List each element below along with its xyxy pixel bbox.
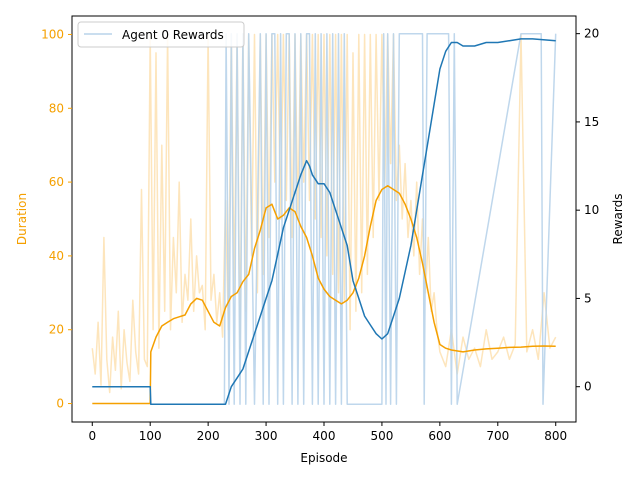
x-tick-label: 0 bbox=[88, 429, 96, 443]
left-y-axis-label: Duration bbox=[15, 193, 29, 245]
x-tick-label: 700 bbox=[486, 429, 509, 443]
legend: Agent 0 Rewards bbox=[77, 21, 245, 48]
series-layer bbox=[91, 32, 557, 406]
left-y-tick-label: 60 bbox=[49, 175, 64, 189]
x-tick-label: 400 bbox=[313, 429, 336, 443]
right-y-tick-label: 0 bbox=[584, 380, 592, 394]
left-y-tick-label: 100 bbox=[41, 27, 64, 41]
right-y-tick-label: 5 bbox=[584, 291, 592, 305]
x-tick-label: 300 bbox=[255, 429, 278, 443]
legend-box bbox=[77, 21, 245, 48]
x-tick-label: 800 bbox=[544, 429, 567, 443]
right-y-axis: 0 5 10 15 20 bbox=[576, 27, 599, 394]
x-axis-label: Episode bbox=[300, 451, 347, 465]
left-y-tick-label: 80 bbox=[49, 101, 64, 115]
series-line-rewards-raw bbox=[92, 32, 557, 406]
legend-label-agent-0-rewards: Agent 0 Rewards bbox=[122, 28, 224, 42]
right-y-tick-label: 15 bbox=[584, 115, 599, 129]
x-tick-label: 100 bbox=[139, 429, 162, 443]
right-y-tick-label: 20 bbox=[584, 27, 599, 41]
left-y-tick-label: 0 bbox=[56, 397, 64, 411]
series-line-rewards-smoothed bbox=[92, 38, 556, 406]
right-y-axis-label: Rewards bbox=[611, 194, 625, 245]
series-line-duration-smoothed bbox=[92, 185, 556, 405]
x-tick-label: 600 bbox=[428, 429, 451, 443]
right-y-tick-label: 10 bbox=[584, 203, 599, 217]
left-y-axis: 0 20 40 60 80 100 bbox=[41, 27, 72, 411]
x-tick-label: 500 bbox=[370, 429, 393, 443]
x-tick-label: 200 bbox=[197, 429, 220, 443]
left-y-tick-label: 40 bbox=[49, 249, 64, 263]
left-y-tick-label: 20 bbox=[49, 323, 64, 337]
x-axis: 0 100 200 300 400 500 600 700 800 bbox=[88, 422, 567, 443]
